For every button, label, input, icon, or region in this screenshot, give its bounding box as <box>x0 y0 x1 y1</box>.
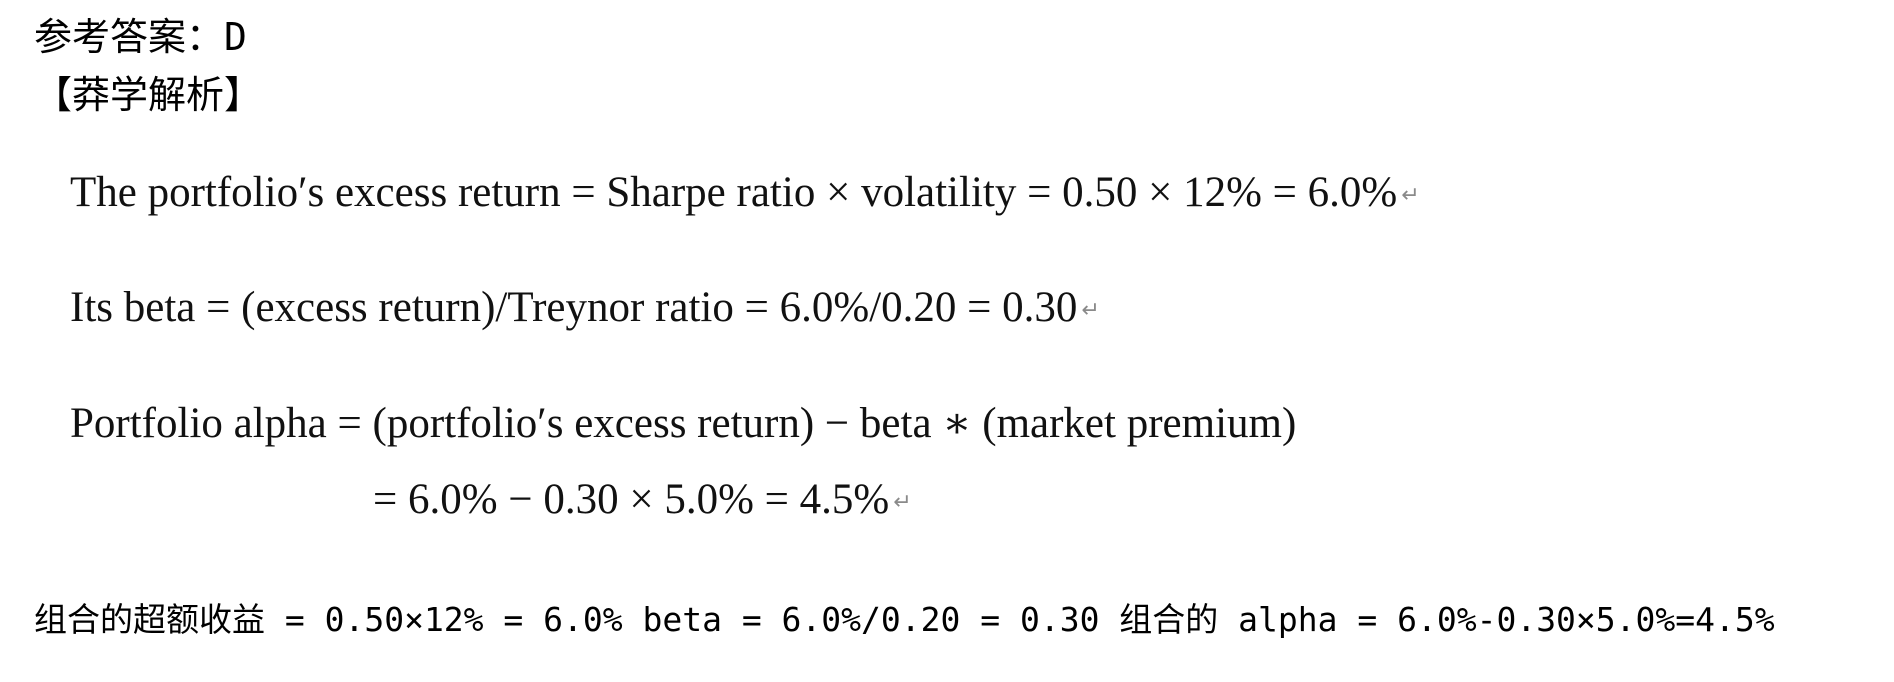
analysis-heading: 【莽学解析】 <box>34 73 263 117</box>
equation-beta-text: Its beta = (excess return)/Treynor ratio… <box>70 284 1078 331</box>
equation-alpha-result: = 6.0% − 0.30 × 5.0% = 4.5% ↵ <box>373 474 912 529</box>
equation-alpha-result-text: = 6.0% − 0.30 × 5.0% = 4.5% <box>373 476 890 523</box>
equation-beta: Its beta = (excess return)/Treynor ratio… <box>70 282 1100 337</box>
carriage-return-icon: ↵ <box>893 490 912 516</box>
equation-alpha-definition: Portfolio alpha = (portfolio′s excess re… <box>70 398 1296 450</box>
carriage-return-icon: ↵ <box>1401 183 1420 209</box>
equation-excess-return: The portfolio′s excess return = Sharpe r… <box>70 167 1420 222</box>
carriage-return-icon: ↵ <box>1081 298 1100 324</box>
equation-alpha-definition-text: Portfolio alpha = (portfolio′s excess re… <box>70 400 1297 447</box>
summary-line: 组合的超额收益 = 0.50×12% = 6.0% beta = 6.0%/0.… <box>34 600 1775 639</box>
answer-line: 参考答案：D <box>34 15 247 59</box>
equation-excess-return-text: The portfolio′s excess return = Sharpe r… <box>70 169 1398 216</box>
